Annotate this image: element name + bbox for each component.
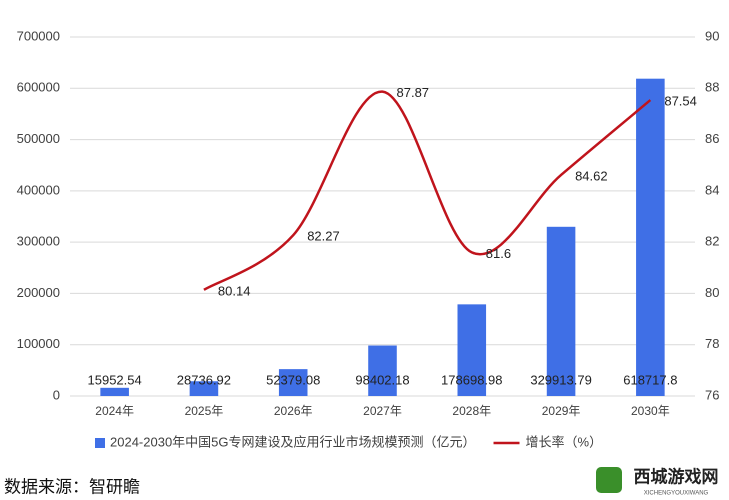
y2-tick-label: 84 — [705, 182, 719, 197]
bar — [636, 78, 665, 396]
y2-tick-label: 78 — [705, 336, 719, 351]
y2-tick-label: 88 — [705, 80, 719, 95]
y-tick-label: 200000 — [17, 285, 60, 300]
line-value-label: 82.27 — [307, 229, 340, 244]
watermark-title: 西城游戏网 — [634, 466, 719, 486]
bar-value-label: 618717.8 — [623, 372, 677, 387]
watermark: 西城游戏网 XICHENGYOUXIWANG — [596, 466, 719, 497]
bar-value-label: 28736.92 — [177, 372, 231, 387]
line-value-label: 87.54 — [664, 94, 697, 109]
x-tick-label: 2026年 — [274, 404, 313, 418]
line-value-label: 80.14 — [218, 283, 251, 298]
x-tick-label: 2025年 — [185, 404, 224, 418]
bar-value-label: 178698.98 — [441, 372, 502, 387]
legend-swatch — [95, 438, 105, 448]
x-tick-label: 2029年 — [542, 404, 581, 418]
y-tick-label: 500000 — [17, 131, 60, 146]
y2-tick-label: 86 — [705, 131, 719, 146]
x-tick-label: 2030年 — [631, 404, 670, 418]
y2-tick-label: 90 — [705, 28, 719, 43]
bar-value-label: 52379.08 — [266, 372, 320, 387]
y-tick-label: 600000 — [17, 80, 60, 95]
bar — [457, 304, 487, 396]
source-note: 数据来源：智研瞻 — [4, 477, 140, 496]
y-tick-label: 400000 — [17, 182, 60, 197]
bar — [546, 226, 576, 396]
bar-value-label: 98402.18 — [355, 372, 409, 387]
bar — [368, 345, 397, 396]
x-tick-label: 2024年 — [95, 404, 134, 418]
y-tick-label: 300000 — [17, 234, 60, 249]
bar — [278, 369, 308, 396]
bar — [100, 387, 129, 396]
y2-tick-label: 76 — [705, 387, 719, 402]
x-tick-label: 2027年 — [363, 404, 402, 418]
y-tick-label: 0 — [53, 387, 60, 402]
line-value-label: 84.62 — [575, 168, 608, 183]
x-tick-label: 2028年 — [452, 404, 491, 418]
y-tick-label: 700000 — [17, 28, 60, 43]
legend-label: 增长率（%） — [526, 434, 603, 449]
legend-label: 2024-2030年中国5G专网建设及应用行业市场规模预测（亿元） — [110, 434, 476, 449]
watermark-icon — [596, 467, 622, 493]
watermark-subtitle: XICHENGYOUXIWANG — [644, 491, 709, 497]
line-value-label: 81.6 — [486, 246, 511, 261]
y2-tick-label: 80 — [705, 285, 719, 300]
bar — [189, 381, 219, 396]
line — [203, 90, 652, 291]
bar-value-label: 329913.79 — [530, 372, 591, 387]
y2-tick-label: 82 — [705, 234, 719, 249]
y-tick-label: 100000 — [17, 336, 60, 351]
bar-value-label: 15952.54 — [88, 372, 142, 387]
line-value-label: 87.87 — [397, 85, 430, 100]
